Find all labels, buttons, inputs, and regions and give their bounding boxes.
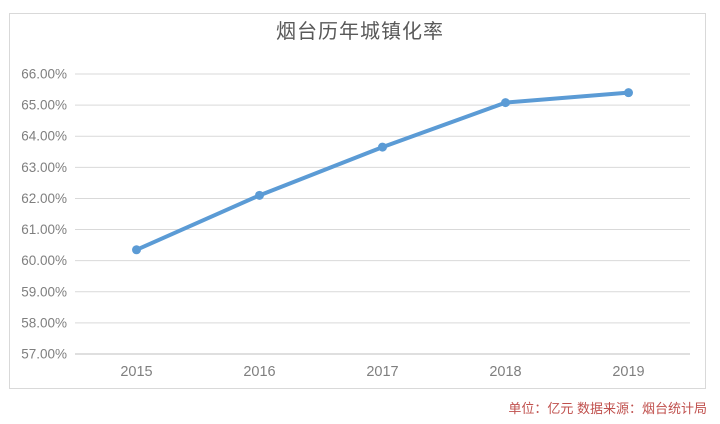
y-axis-tick-label: 60.00% [21, 253, 67, 268]
source-note: 单位：亿元 数据来源：烟台统计局 [508, 401, 707, 416]
data-point-marker [132, 245, 141, 255]
x-axis-tick-label: 2015 [120, 364, 152, 380]
data-point-marker [255, 190, 264, 200]
chart-title: 烟台历年城镇化率 [276, 21, 444, 43]
series-line [134, 90, 631, 252]
x-axis-tick-label: 2018 [489, 364, 521, 380]
y-axis-tick-label: 66.00% [21, 67, 67, 82]
y-axis-tick-label: 63.00% [21, 160, 67, 175]
y-axis-tick-label: 58.00% [21, 315, 67, 330]
data-point-marker [378, 142, 387, 152]
x-axis-tick-label: 2019 [612, 364, 644, 380]
y-axis-tick-label: 65.00% [21, 98, 67, 113]
y-axis-tick-label: 59.00% [21, 284, 67, 299]
y-axis-tick-label: 61.00% [21, 222, 67, 237]
y-axis-tick-label: 64.00% [21, 129, 67, 144]
y-axis-tick-label: 57.00% [21, 347, 67, 362]
chart-frame [9, 13, 706, 389]
data-point-marker [624, 88, 633, 98]
x-axis-tick-label: 2017 [366, 364, 398, 380]
y-axis-tick-label: 62.00% [21, 191, 67, 206]
x-axis-tick-label: 2016 [243, 364, 275, 380]
data-point-marker [501, 98, 510, 108]
